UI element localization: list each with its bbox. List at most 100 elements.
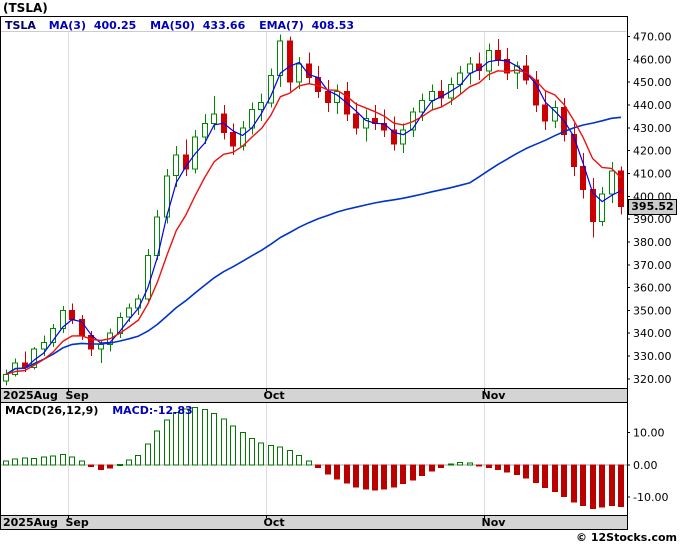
- candle-up: [50, 328, 56, 343]
- ma50-value: 433.66: [202, 19, 246, 32]
- candle-up: [258, 102, 264, 110]
- svg-text:360.00: 360.00: [633, 282, 672, 295]
- macd-x-axis-band: [1, 515, 627, 529]
- macd-bar-positive: [22, 457, 28, 466]
- macd-bar-positive: [41, 456, 47, 466]
- svg-text:Sep: Sep: [66, 516, 89, 529]
- price-x-axis-band: [1, 388, 627, 402]
- macd-bar-negative: [580, 464, 586, 507]
- candle-down: [542, 104, 548, 122]
- svg-text:460.00: 460.00: [633, 53, 672, 66]
- macd-current-value: MACD:-12.83: [112, 404, 193, 417]
- ma3-label: MA(3): [48, 19, 86, 32]
- svg-text:-10.00: -10.00: [633, 491, 668, 504]
- symbol-label: TSLA: [5, 19, 36, 32]
- candle-up: [296, 63, 302, 83]
- candle-up: [3, 373, 9, 382]
- macd-bar-negative: [381, 464, 387, 490]
- svg-text:420.00: 420.00: [633, 145, 672, 158]
- x-axis-month-labels: 2025Aug 2025Aug Sep Sep Oct Oct Nov Nov: [3, 389, 506, 529]
- macd-bar-positive: [154, 430, 160, 466]
- macd-bar-negative: [571, 464, 577, 503]
- macd-bar-negative: [504, 464, 510, 473]
- svg-text:Oct: Oct: [264, 516, 285, 529]
- macd-bar-negative: [334, 464, 340, 480]
- macd-bar-negative: [618, 464, 624, 507]
- macd-bar-negative: [315, 464, 321, 469]
- svg-text:430.00: 430.00: [633, 122, 672, 135]
- candle-down: [580, 166, 586, 190]
- macd-bar-positive: [448, 463, 454, 466]
- macd-bar-negative: [107, 464, 113, 469]
- macd-bar-positive: [211, 412, 217, 466]
- candle-up: [41, 341, 47, 350]
- candle-up: [202, 122, 208, 138]
- candle-down: [495, 49, 501, 60]
- candle-down: [618, 170, 624, 207]
- macd-bar-positive: [50, 455, 56, 466]
- last-price-label: 395.52: [628, 199, 677, 215]
- candle-down: [353, 113, 359, 129]
- macd-params-label: MACD(26,12,9): [5, 404, 99, 417]
- candle-up: [363, 118, 369, 129]
- macd-bar-positive: [145, 443, 151, 466]
- macd-bar-positive: [306, 460, 312, 466]
- macd-bar-negative: [410, 464, 416, 481]
- price-y-axis: 470.00 460.00 450.00 440.00 430.00 420.00 410.…: [627, 31, 672, 386]
- macd-header: MACD(26,12,9) MACD:-12.83: [5, 404, 193, 417]
- macd-bar-negative: [552, 464, 558, 492]
- svg-text:10.00: 10.00: [633, 427, 665, 440]
- macd-bar-negative: [98, 464, 104, 470]
- copyright-link[interactable]: © 12Stocks.com: [576, 531, 677, 544]
- ma50-label: MA(50): [150, 19, 195, 32]
- indicator-header: TSLA MA(3) 400.25 MA(50) 433.66 EMA(7) 4…: [5, 19, 364, 32]
- macd-bar-positive: [173, 412, 179, 466]
- svg-text:330.00: 330.00: [633, 350, 672, 363]
- svg-text:2025Aug: 2025Aug: [3, 516, 58, 529]
- candle-down: [325, 90, 331, 104]
- macd-bar-positive: [268, 445, 274, 466]
- macd-bar-negative: [523, 464, 529, 479]
- macd-bar-negative: [533, 464, 539, 483]
- macd-histogram: [3, 407, 624, 509]
- macd-bar-positive: [258, 442, 264, 466]
- svg-text:0.00: 0.00: [633, 459, 658, 472]
- macd-bar-negative: [88, 464, 94, 467]
- macd-bar-negative: [514, 464, 520, 476]
- svg-text:470.00: 470.00: [633, 31, 672, 44]
- macd-bar-positive: [287, 449, 293, 466]
- candle-up: [419, 100, 425, 113]
- svg-text:380.00: 380.00: [633, 236, 672, 249]
- svg-text:450.00: 450.00: [633, 76, 672, 89]
- candle-up: [98, 344, 104, 350]
- macd-bar-negative: [476, 464, 482, 467]
- ma3-value: 400.25: [93, 19, 137, 32]
- macd-bar-negative: [400, 464, 406, 485]
- svg-text:Nov: Nov: [482, 516, 507, 529]
- svg-text:390.00: 390.00: [633, 213, 672, 226]
- candle-down: [571, 134, 577, 168]
- macd-bar-positive: [467, 462, 473, 466]
- candle-up: [277, 40, 283, 76]
- macd-bar-negative: [486, 464, 492, 469]
- chart-borders: [0, 16, 628, 530]
- svg-text:320.00: 320.00: [633, 373, 672, 386]
- candle-down: [590, 189, 596, 222]
- candle-down: [381, 122, 387, 131]
- macd-bar-negative: [325, 464, 331, 475]
- macd-bar-negative: [542, 464, 548, 489]
- macd-bar-negative: [495, 464, 501, 470]
- macd-bar-negative: [363, 464, 369, 490]
- candle-up: [429, 90, 435, 101]
- macd-bar-positive: [126, 459, 132, 466]
- macd-bar-positive: [3, 460, 9, 466]
- candle-up: [126, 307, 132, 318]
- page-title: (TSLA): [3, 1, 48, 15]
- candle-up: [211, 113, 217, 124]
- candle-down: [533, 79, 539, 106]
- macd-bar-negative: [438, 464, 444, 469]
- macd-bar-positive: [79, 460, 85, 466]
- macd-bar-negative: [590, 464, 596, 509]
- ema7-label: EMA(7): [259, 19, 304, 32]
